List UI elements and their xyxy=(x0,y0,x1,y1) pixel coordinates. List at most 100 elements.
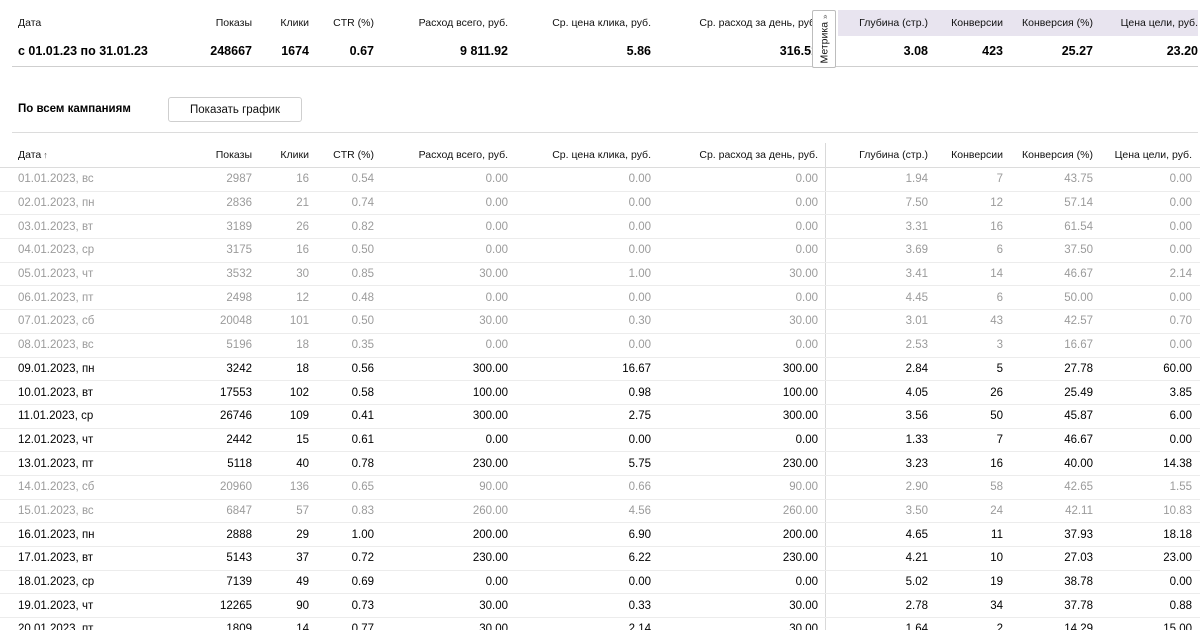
row-spend: 90.00 xyxy=(479,481,508,494)
summary-header-conv-rate[interactable]: Конверсия (%) xyxy=(1022,17,1093,29)
row-date: 10.01.2023, вт xyxy=(18,386,94,399)
row-goal-price: 60.00 xyxy=(1163,362,1192,375)
row-depth: 3.69 xyxy=(905,244,928,257)
table-header-depth[interactable]: Глубина (стр.) xyxy=(859,149,928,161)
table-row: 13.01.2023, пт 5118 40 0.78 230.00 5.75 230.00… xyxy=(0,452,1200,476)
row-shows: 2498 xyxy=(226,291,252,304)
row-goal-price: 0.00 xyxy=(1169,173,1192,186)
summary-header-conversions[interactable]: Конверсии xyxy=(951,17,1003,29)
row-clicks: 12 xyxy=(296,291,309,304)
table-row: 11.01.2023, ср 26746 109 0.41 300.00 2.75 300.… xyxy=(0,405,1200,429)
summary-header-depth[interactable]: Глубина (стр.) xyxy=(859,17,928,29)
row-spend: 0.00 xyxy=(485,244,508,257)
row-per-day: 0.00 xyxy=(795,339,818,352)
row-per-day: 0.00 xyxy=(795,291,818,304)
row-conv-rate: 37.93 xyxy=(1064,528,1093,541)
row-spend: 200.00 xyxy=(472,528,508,541)
row-shows: 6847 xyxy=(226,504,252,517)
row-conversions: 14 xyxy=(990,268,1003,281)
summary-header-clicks[interactable]: Клики xyxy=(280,17,309,29)
row-goal-price: 2.14 xyxy=(1169,268,1192,281)
row-date: 14.01.2023, сб xyxy=(18,481,95,494)
row-ctr: 1.00 xyxy=(351,528,374,541)
row-goal-price: 6.00 xyxy=(1169,410,1192,423)
row-cpc: 2.75 xyxy=(628,410,651,423)
summary-header-goal-price[interactable]: Цена цели, руб. xyxy=(1120,17,1198,29)
totals-shows: 248667 xyxy=(210,44,252,58)
row-shows: 1809 xyxy=(226,623,252,630)
summary-header-date[interactable]: Дата xyxy=(18,17,42,29)
row-spend: 260.00 xyxy=(472,504,508,517)
show-chart-button[interactable]: Показать график xyxy=(168,97,302,122)
table-row: 05.01.2023, чт 3532 30 0.85 30.00 1.00 30.00 3.… xyxy=(0,263,1200,287)
row-clicks: 101 xyxy=(289,315,309,328)
summary-header-cpc[interactable]: Ср. цена клика, руб. xyxy=(552,17,651,29)
table-header-clicks[interactable]: Клики xyxy=(280,149,309,161)
row-shows: 5118 xyxy=(227,457,252,470)
table-header-cpc[interactable]: Ср. цена клика, руб. xyxy=(552,149,651,161)
row-depth: 2.90 xyxy=(905,481,928,494)
row-ctr: 0.73 xyxy=(351,599,374,612)
row-ctr: 0.69 xyxy=(351,576,374,589)
row-cpc: 6.22 xyxy=(628,552,651,565)
row-depth: 3.56 xyxy=(905,410,928,423)
summary-header-shows[interactable]: Показы xyxy=(215,17,252,29)
row-spend: 30.00 xyxy=(479,315,508,328)
table-header-ctr[interactable]: CTR (%) xyxy=(333,149,374,161)
row-conv-rate: 14.29 xyxy=(1064,623,1093,630)
row-depth: 2.84 xyxy=(905,362,928,375)
table-header-spend[interactable]: Расход всего, руб. xyxy=(418,149,508,161)
row-ctr: 0.77 xyxy=(351,623,374,630)
table-header-date[interactable]: Дата ↑ xyxy=(18,143,208,167)
summary-header-ctr[interactable]: CTR (%) xyxy=(333,17,374,29)
row-conversions: 50 xyxy=(990,410,1003,423)
row-goal-price: 0.00 xyxy=(1169,220,1192,233)
table-row: 08.01.2023, вс 5196 18 0.35 0.00 0.00 0.00 2.53… xyxy=(0,334,1200,358)
table-header-shows[interactable]: Показы xyxy=(215,149,252,161)
summary-table: Дата Показы Клики CTR (%) Расход всего, … xyxy=(12,10,1198,68)
summary-header-spend[interactable]: Расход всего, руб. xyxy=(418,17,508,29)
row-cpc: 1.00 xyxy=(628,268,651,281)
table-body: 01.01.2023, вс 2987 16 0.54 0.00 0.00 0.00 1.94… xyxy=(0,168,1200,630)
table-header-conversions[interactable]: Конверсии xyxy=(951,149,1003,161)
row-conv-rate: 42.65 xyxy=(1064,481,1093,494)
row-conv-rate: 37.50 xyxy=(1064,244,1093,257)
sort-ascending-icon: ↑ xyxy=(43,150,48,160)
row-ctr: 0.82 xyxy=(351,220,374,233)
row-goal-price: 0.00 xyxy=(1169,244,1192,257)
row-shows: 20960 xyxy=(220,481,252,494)
row-conv-rate: 46.67 xyxy=(1064,268,1093,281)
section-title: По всем кампаниям xyxy=(18,103,131,115)
row-clicks: 29 xyxy=(296,528,309,541)
row-per-day: 30.00 xyxy=(789,599,818,612)
table-row: 03.01.2023, вт 3189 26 0.82 0.00 0.00 0.00 3.31… xyxy=(0,215,1200,240)
row-conv-rate: 42.57 xyxy=(1064,315,1093,328)
row-goal-price: 18.18 xyxy=(1163,528,1192,541)
row-per-day: 260.00 xyxy=(782,504,818,517)
row-cpc: 0.00 xyxy=(628,220,651,233)
row-shows: 5143 xyxy=(226,552,252,565)
row-ctr: 0.85 xyxy=(351,268,374,281)
row-conversions: 2 xyxy=(996,623,1003,630)
row-per-day: 0.00 xyxy=(795,220,818,233)
row-conv-rate: 40.00 xyxy=(1064,457,1093,470)
row-spend: 30.00 xyxy=(479,599,508,612)
row-goal-price: 14.38 xyxy=(1163,457,1192,470)
metrika-collapse-icon: » xyxy=(819,14,829,19)
row-conv-rate: 16.67 xyxy=(1064,339,1093,352)
table-header-conv-rate[interactable]: Конверсия (%) xyxy=(1022,149,1093,161)
row-cpc: 0.00 xyxy=(628,173,651,186)
table-row: 06.01.2023, пт 2498 12 0.48 0.00 0.00 0.00 4.45… xyxy=(0,286,1200,311)
row-date: 16.01.2023, пн xyxy=(18,528,95,541)
row-conversions: 11 xyxy=(991,528,1003,541)
metrika-toggle-tab[interactable]: Метрика » xyxy=(812,10,836,68)
row-cpc: 0.30 xyxy=(628,315,651,328)
row-shows: 3242 xyxy=(226,362,252,375)
row-spend: 0.00 xyxy=(485,339,508,352)
table-header-per-day[interactable]: Ср. расход за день, руб. xyxy=(699,149,818,161)
summary-header-per-day[interactable]: Ср. расход за день, руб. xyxy=(699,17,818,29)
row-clicks: 21 xyxy=(296,197,309,210)
table-header-goal-price[interactable]: Цена цели, руб. xyxy=(1114,149,1192,161)
row-date: 01.01.2023, вс xyxy=(18,173,94,186)
row-clicks: 57 xyxy=(296,504,309,517)
